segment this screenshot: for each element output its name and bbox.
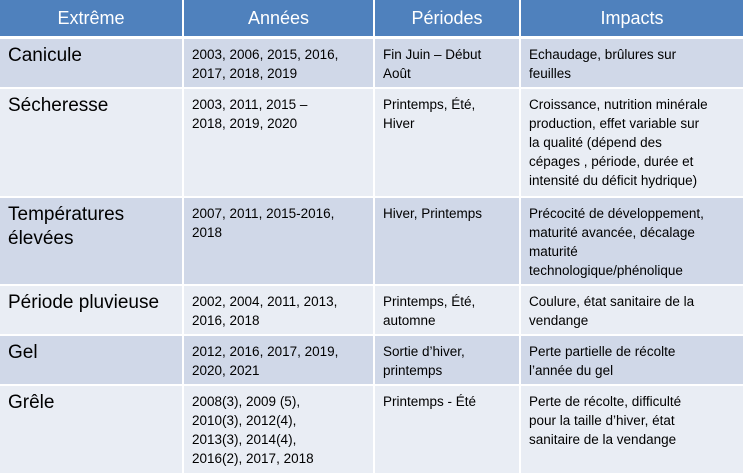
cell-text: 2010(3), 2012(4),	[192, 413, 297, 428]
cell-text: Coulure, état sanitaire de la	[529, 294, 695, 309]
table-cell: 2007, 2011, 2015-2016, 2018	[183, 197, 375, 286]
cell-text: Perte partielle de récolte	[529, 344, 676, 359]
cell-text: automne	[383, 313, 436, 328]
table-cell: Précocité de développement, maturité avan…	[520, 197, 744, 286]
cell-text: élevées	[8, 228, 74, 249]
table-row: Sécheresse 2003, 2011, 2015 – 2018, 2019, …	[0, 88, 744, 198]
cell-text: intensité du déficit hydrique)	[529, 173, 698, 188]
cell-text: Perte de récolte, difficulté	[529, 394, 682, 409]
cell-text: 2003, 2011, 2015 –	[192, 97, 308, 112]
cell-text: Canicule	[8, 45, 82, 66]
table-cell: Période pluvieuse	[0, 285, 184, 336]
cell-text: l’année du gel	[529, 363, 614, 378]
cell-text: Hiver	[383, 116, 415, 131]
cell-text: Echaudage, brûlures sur	[529, 47, 677, 62]
cell-text: 2018	[192, 225, 223, 240]
cell-text: 2016, 2018	[192, 313, 260, 328]
cell-text: maturité	[529, 244, 578, 259]
cell-text: Grêle	[8, 392, 55, 413]
cell-text: vendange	[529, 313, 589, 328]
table-cell: Printemps, Été, Hiver	[374, 88, 521, 198]
cell-text: 2013(3), 2014(4),	[192, 432, 297, 447]
cell-text: printemps	[383, 363, 443, 378]
cell-text: Températures	[8, 204, 125, 225]
cell-text: 2018, 2019, 2020	[192, 116, 298, 131]
column-header: Extrême	[0, 0, 184, 39]
table-cell: Croissance, nutrition minérale production…	[520, 88, 744, 198]
column-header: Impacts	[520, 0, 744, 39]
table-cell: 2003, 2006, 2015, 2016, 2017, 2018, 2019	[183, 37, 375, 89]
cell-text: 2002, 2004, 2011, 2013,	[192, 294, 338, 309]
table-row: Températures élevées 2007, 2011, 2015-2016…	[0, 197, 744, 286]
table-cell: Coulure, état sanitaire de la vendange	[520, 285, 744, 336]
table-cell: Perte de récolte, difficulté pour la tail…	[520, 385, 744, 475]
cell-text: Précocité de développement,	[529, 206, 704, 221]
cell-text: production, effet variable sur	[529, 116, 700, 131]
table-row: Gel 2012, 2016, 2017, 2019, 2020, 2021 Sort…	[0, 335, 744, 386]
cell-text: Printemps, Été,	[383, 294, 476, 309]
table-cell: Echaudage, brûlures sur feuilles	[520, 37, 744, 89]
cell-text: 2016(2), 2017, 2018	[192, 451, 314, 466]
table-cell: Perte partielle de récolte l’année du gel	[520, 335, 744, 386]
table-cell: 2012, 2016, 2017, 2019, 2020, 2021	[183, 335, 375, 386]
table-cell: Grêle	[0, 385, 184, 475]
table-cell: Canicule	[0, 37, 184, 89]
cell-text: Août	[383, 66, 411, 81]
cell-text: 2012, 2016, 2017, 2019,	[192, 344, 339, 359]
cell-text: sanitaire de la vendange	[529, 432, 677, 447]
cell-text: cépages , période, durée et	[529, 154, 694, 169]
cell-text: 2008(3), 2009 (5),	[192, 394, 301, 409]
cell-text: 2003, 2006, 2015, 2016,	[192, 47, 339, 62]
cell-text: Sortie d’hiver,	[383, 344, 465, 359]
cell-text: Printemps, Été,	[383, 97, 476, 112]
column-header: Années	[183, 0, 375, 39]
cell-text: Printemps - Été	[383, 394, 477, 409]
cell-text: Période pluvieuse	[8, 292, 160, 313]
cell-text: feuilles	[529, 66, 572, 81]
cell-text: la qualité (dépend des	[529, 135, 662, 150]
table-cell: 2008(3), 2009 (5), 2010(3), 2012(4), 2013(…	[183, 385, 375, 475]
table-cell: Printemps, Été, automne	[374, 285, 521, 336]
table-row: Grêle 2008(3), 2009 (5), 2010(3), 2012(4),…	[0, 385, 744, 475]
cell-text: 2007, 2011, 2015-2016,	[192, 206, 335, 221]
cell-text: Sécheresse	[8, 95, 109, 116]
column-header: Périodes	[374, 0, 521, 39]
table-cell: Sortie d’hiver, printemps	[374, 335, 521, 386]
cell-text: 2017, 2018, 2019	[192, 66, 298, 81]
cell-text: Fin Juin – Début	[383, 47, 482, 62]
table-cell: Sécheresse	[0, 88, 184, 198]
cell-text: Gel	[8, 342, 38, 363]
table-cell: Printemps - Été	[374, 385, 521, 475]
table-cell: Hiver, Printemps	[374, 197, 521, 286]
table-cell: Gel	[0, 335, 184, 386]
cell-text: Hiver, Printemps	[383, 206, 483, 221]
cell-text: pour la taille d’hiver, état	[529, 413, 675, 428]
cell-text: 2020, 2021	[192, 363, 260, 378]
table-row: Période pluvieuse 2002, 2004, 2011, 2013,…	[0, 285, 744, 336]
table-cell: Fin Juin – Début Août	[374, 37, 521, 89]
table-row: Canicule 2003, 2006, 2015, 2016, 2017, 201…	[0, 37, 744, 89]
header-row: Extrême Années Périodes Impacts	[0, 0, 744, 39]
table-cell: 2002, 2004, 2011, 2013, 2016, 2018	[183, 285, 375, 336]
cell-text: maturité avancée, décalage	[529, 225, 695, 240]
table-cell: Températures élevées	[0, 197, 184, 286]
cell-text: Croissance, nutrition minérale	[529, 97, 708, 112]
table-cell: 2003, 2011, 2015 – 2018, 2019, 2020	[183, 88, 375, 198]
cell-text: technologique/phénolique	[529, 263, 683, 278]
